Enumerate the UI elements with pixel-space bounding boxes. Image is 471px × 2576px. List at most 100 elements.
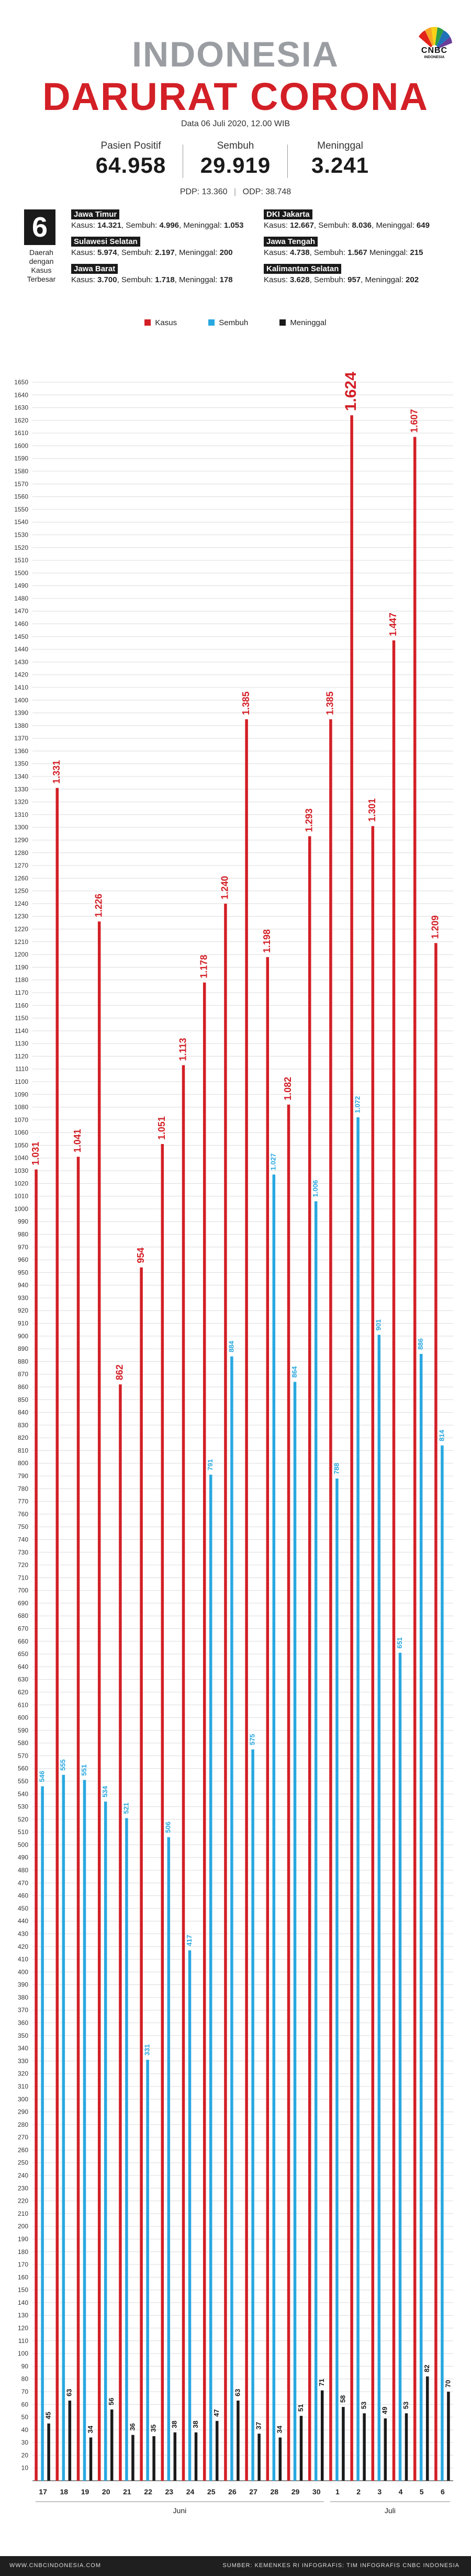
data-label-kasus: 1.031	[30, 1142, 41, 1165]
stat-value: 64.958	[95, 153, 166, 177]
region-label: Kasus:	[264, 248, 290, 257]
bar-sembuh	[188, 1950, 192, 2481]
y-tick-label: 570	[18, 1752, 28, 1759]
bar-sembuh	[146, 2059, 149, 2481]
y-tick-label: 810	[18, 1447, 28, 1454]
y-tick-label: 1310	[14, 811, 28, 818]
x-tick-label: 19	[81, 2488, 89, 2496]
bar-kasus	[329, 719, 332, 2481]
bar-kasus	[224, 903, 227, 2481]
data-label-meninggal: 47	[212, 2409, 220, 2416]
y-tick-label: 650	[18, 1650, 28, 1658]
y-tick-label: 290	[18, 2108, 28, 2116]
data-label-kasus: 1.301	[367, 798, 377, 822]
y-tick-label: 400	[18, 1968, 28, 1975]
region-details: Kasus: 4.738, Sembuh: 1.567 Meninggal: 2…	[264, 248, 471, 257]
y-tick-label: 1010	[14, 1193, 28, 1200]
y-tick-label: 1000	[14, 1205, 28, 1213]
data-label-sembuh: 884	[227, 1340, 235, 1352]
y-tick-label: 780	[18, 1485, 28, 1492]
x-tick-label: 3	[377, 2488, 382, 2496]
y-tick-label: 1550	[14, 506, 28, 513]
y-tick-label: 680	[18, 1612, 28, 1619]
region-value: 14.321	[97, 221, 121, 230]
bar-sembuh	[272, 1174, 276, 2481]
y-tick-label: 670	[18, 1625, 28, 1633]
y-tick-label: 70	[21, 2388, 29, 2395]
bar-sembuh	[377, 1335, 381, 2481]
bar-kasus	[76, 1157, 80, 2481]
y-tick-label: 940	[18, 1282, 28, 1289]
y-tick-label: 1300	[14, 824, 28, 831]
y-tick-label: 1330	[14, 785, 28, 793]
odp-value: ODP: 38.748	[242, 187, 291, 196]
y-tick-label: 1200	[14, 951, 28, 958]
data-label-meninggal: 45	[44, 2412, 52, 2419]
data-label-sembuh: 575	[249, 1734, 256, 1746]
data-label-kasus: 1.198	[262, 929, 272, 953]
bar-kasus	[182, 1065, 185, 2481]
data-label-meninggal: 34	[276, 2425, 284, 2433]
stat-label: Pasien Positif	[100, 140, 161, 151]
y-tick-label: 50	[21, 2414, 29, 2421]
daily-cases-bar-chart: 1020304050607080901001101201301401501601…	[14, 372, 453, 2515]
x-tick-label: 26	[228, 2488, 237, 2496]
data-label-meninggal: 37	[255, 2422, 263, 2429]
data-label-sembuh: 521	[122, 1803, 130, 1814]
bar-kasus	[434, 943, 438, 2481]
y-tick-label: 870	[18, 1371, 28, 1378]
y-tick-label: 880	[18, 1358, 28, 1365]
y-tick-label: 220	[18, 2197, 28, 2205]
stat-label: Sembuh	[217, 140, 254, 151]
data-label-kasus: 1.447	[388, 613, 398, 636]
y-tick-label: 660	[18, 1638, 28, 1645]
data-label-sembuh: 886	[417, 1338, 424, 1350]
bar-sembuh	[83, 1780, 86, 2481]
y-tick-label: 900	[18, 1333, 28, 1340]
y-tick-label: 560	[18, 1765, 28, 1772]
month-label: Juli	[385, 2506, 396, 2515]
bar-meninggal	[215, 2420, 219, 2481]
y-tick-label: 1090	[14, 1091, 28, 1098]
data-label-meninggal: 51	[297, 2404, 305, 2412]
y-tick-label: 700	[18, 1587, 28, 1594]
legend-label: Meninggal	[290, 318, 327, 327]
region-value: 200	[219, 248, 233, 257]
y-tick-label: 1640	[14, 391, 28, 398]
region-value: 178	[219, 275, 233, 284]
y-tick-label: 1440	[14, 646, 28, 653]
region-caption: Daerah dengan Kasus Terbesar	[24, 248, 59, 284]
y-tick-label: 1560	[14, 493, 28, 501]
y-tick-label: 1650	[14, 379, 28, 386]
y-tick-label: 1190	[15, 963, 28, 971]
y-tick-label: 450	[18, 1905, 28, 1912]
bar-meninggal	[447, 2391, 450, 2481]
region-value: 4.738	[290, 248, 310, 257]
region-name: Kalimantan Selatan	[264, 264, 342, 274]
y-tick-label: 360	[18, 2019, 28, 2027]
y-tick-label: 790	[18, 1472, 28, 1480]
y-tick-label: 690	[18, 1600, 28, 1607]
y-tick-label: 1230	[14, 913, 28, 920]
data-label-meninggal: 49	[381, 2407, 389, 2414]
data-label-meninggal: 58	[339, 2395, 346, 2403]
y-tick-label: 910	[18, 1320, 28, 1327]
y-tick-label: 320	[18, 2070, 28, 2078]
bar-kasus	[35, 1169, 38, 2481]
region-value: 5.974	[97, 248, 117, 257]
x-tick-label: 4	[399, 2488, 403, 2496]
legend-item-kasus: Kasus	[144, 318, 177, 327]
region-count: 6	[24, 209, 55, 245]
y-tick-label: 530	[18, 1803, 28, 1811]
y-tick-label: 1040	[14, 1154, 28, 1162]
data-label-meninggal: 38	[192, 2420, 199, 2428]
y-tick-label: 1400	[14, 696, 28, 704]
y-tick-label: 1050	[14, 1141, 28, 1149]
y-tick-label: 710	[18, 1574, 28, 1581]
y-tick-label: 920	[18, 1307, 28, 1314]
y-tick-label: 40	[21, 2426, 29, 2434]
bar-meninggal	[425, 2376, 429, 2481]
bar-sembuh	[251, 1749, 254, 2481]
caption-line: Kasus	[31, 266, 52, 274]
